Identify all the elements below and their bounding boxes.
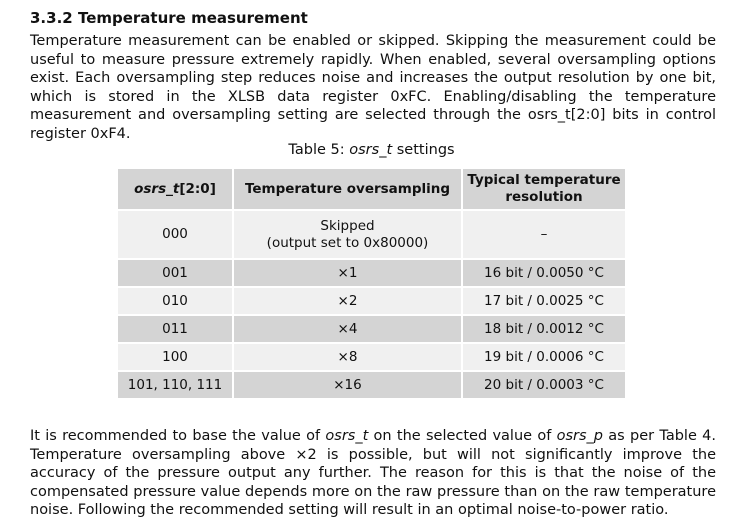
table-row: 000 Skipped (output set to 0x80000) – (116, 209, 627, 260)
outro-italic-osrs-t: osrs_t (325, 428, 369, 444)
table-row: 001 ×1 16 bit / 0.0050 °C (116, 258, 627, 288)
cell-oversampling: ×4 (232, 314, 463, 344)
cell-oversampling: Skipped (output set to 0x80000) (232, 209, 463, 260)
oversampling-note: (output set to 0x80000) (266, 234, 429, 251)
cell-osrs: 000 (116, 209, 234, 260)
header-osrs-t: osrs_t[2:0] (116, 167, 234, 211)
cell-oversampling: ×1 (232, 258, 463, 288)
outro-text-1: It is recommended to base the value of (30, 428, 326, 444)
cell-resolution: – (461, 209, 627, 260)
recommendation-paragraph: It is recommended to base the value of o… (30, 427, 716, 520)
header-typical-resolution: Typical temperature resolution (461, 167, 627, 211)
cell-osrs: 010 (116, 286, 234, 316)
cell-osrs: 011 (116, 314, 234, 344)
caption-prefix: Table 5: (288, 142, 350, 158)
cell-osrs: 001 (116, 258, 234, 288)
cell-resolution: 16 bit / 0.0050 °C (461, 258, 627, 288)
outro-text-3: as per Table 4. Temperature oversampling… (30, 428, 716, 518)
intro-paragraph: Temperature measurement can be enabled o… (30, 33, 716, 142)
cell-resolution: 18 bit / 0.0012 °C (461, 314, 627, 344)
outro-italic-osrs-p: osrs_p (556, 428, 604, 444)
cell-resolution: 20 bit / 0.0003 °C (461, 370, 627, 400)
table-row: 100 ×8 19 bit / 0.0006 °C (116, 342, 627, 372)
header-osrs-t-bits: [2:0] (179, 180, 216, 197)
section-title: Temperature measurement (77, 9, 308, 27)
cell-osrs: 101, 110, 111 (116, 370, 234, 400)
header-temperature-oversampling: Temperature oversampling (232, 167, 463, 211)
cell-resolution: 17 bit / 0.0025 °C (461, 286, 627, 316)
table-row: 011 ×4 18 bit / 0.0012 °C (116, 314, 627, 344)
cell-oversampling: ×16 (232, 370, 463, 400)
section-heading: 3.3.2 Temperature measurement (30, 8, 308, 28)
table-header-row: osrs_t[2:0] Temperature oversampling Typ… (116, 167, 627, 211)
cell-oversampling: ×8 (232, 342, 463, 372)
caption-italic: osrs_t (349, 142, 393, 158)
table-caption: Table 5: osrs_t settings (116, 141, 627, 159)
oversampling-value: Skipped (320, 217, 375, 234)
table-row: 010 ×2 17 bit / 0.0025 °C (116, 286, 627, 316)
cell-resolution: 19 bit / 0.0006 °C (461, 342, 627, 372)
table-row: 101, 110, 111 ×16 20 bit / 0.0003 °C (116, 370, 627, 400)
cell-osrs: 100 (116, 342, 234, 372)
header-osrs-t-italic: osrs_t (134, 180, 180, 197)
osrs-t-settings-table: osrs_t[2:0] Temperature oversampling Typ… (116, 167, 627, 400)
outro-text-2: on the selected value of (368, 428, 557, 444)
cell-oversampling: ×2 (232, 286, 463, 316)
caption-suffix: settings (392, 142, 455, 158)
section-number: 3.3.2 (30, 9, 73, 27)
